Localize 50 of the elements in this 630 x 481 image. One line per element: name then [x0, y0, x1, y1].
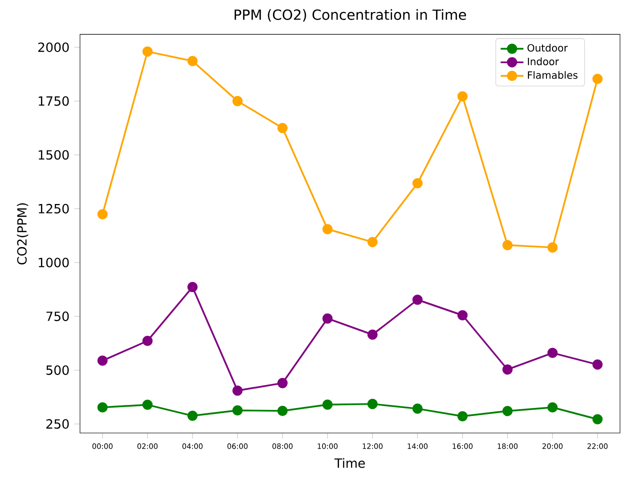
point — [322, 224, 333, 234]
point — [547, 402, 558, 413]
y-tick-label: 1500 — [38, 150, 69, 160]
point — [232, 385, 243, 396]
point — [367, 236, 378, 248]
point — [142, 46, 153, 57]
legend-label: Indoor — [528, 58, 559, 66]
y-tick-label: 1750 — [38, 96, 69, 106]
point — [232, 96, 243, 106]
point — [277, 378, 288, 388]
point — [187, 56, 198, 66]
point — [502, 406, 513, 416]
point — [187, 282, 198, 292]
point — [322, 313, 333, 324]
point — [592, 359, 603, 370]
point — [547, 242, 558, 253]
point — [412, 404, 423, 414]
point — [502, 364, 513, 375]
y-tick-label: 250 — [46, 419, 69, 429]
point — [457, 310, 468, 320]
point — [187, 410, 198, 421]
legend-label: Outdoor — [528, 44, 568, 52]
point — [232, 405, 243, 416]
point — [457, 411, 468, 422]
point — [97, 209, 108, 220]
point — [502, 240, 513, 250]
point — [547, 348, 558, 358]
point — [277, 406, 288, 416]
point — [412, 178, 423, 188]
point — [592, 414, 603, 424]
point — [142, 336, 153, 346]
point — [412, 294, 423, 305]
point — [142, 400, 153, 410]
point — [367, 329, 378, 340]
y-tick-label: 500 — [46, 365, 69, 375]
y-tick-label: 1250 — [38, 204, 69, 214]
point — [97, 402, 108, 413]
point — [367, 398, 378, 410]
x-axis-title: Time — [334, 458, 365, 468]
point — [97, 356, 108, 366]
chart-title: PPM (CO2) Concentration in Time — [234, 9, 466, 22]
point — [322, 399, 333, 410]
y-tick-label: 2000 — [38, 42, 69, 52]
point — [277, 122, 288, 134]
y-tick-label: 750 — [46, 312, 69, 322]
y-axis-title: CO2(PPM) — [16, 203, 28, 264]
point — [457, 91, 468, 102]
y-tick-label: 1000 — [38, 258, 69, 268]
legend-label: Flamables — [528, 71, 578, 79]
point — [592, 74, 603, 84]
